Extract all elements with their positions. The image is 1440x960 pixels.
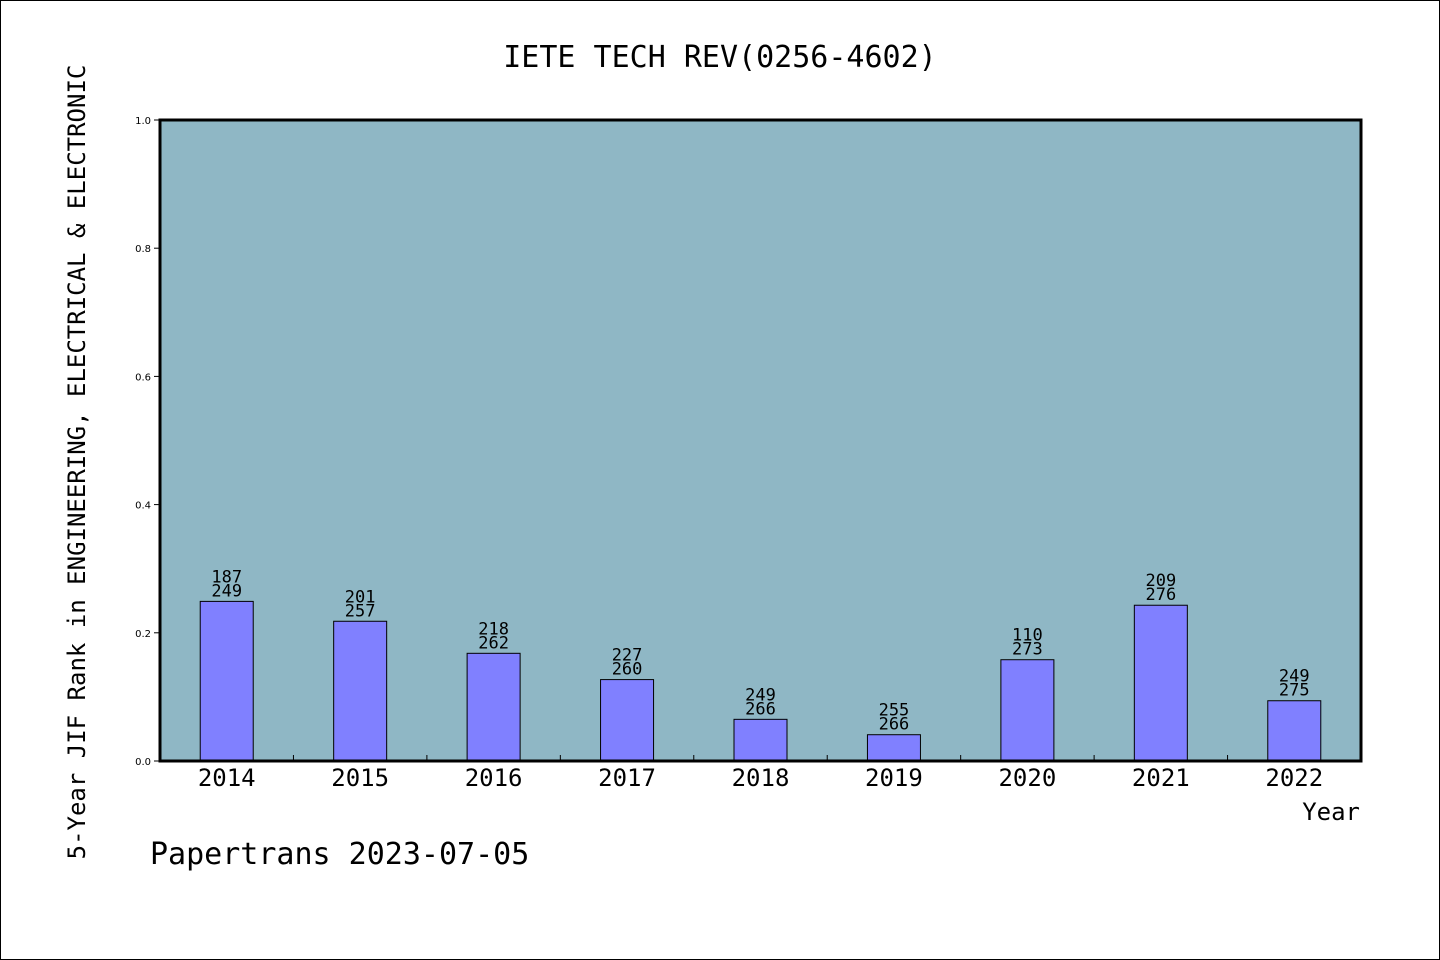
y-tick-label: 0.2 (135, 629, 151, 640)
bar-2022 (1267, 700, 1322, 762)
y-axis: 0.0 0.2 0.4 0.6 0.8 1.0 (135, 116, 160, 768)
bar-rank-label: 249 (1279, 667, 1310, 687)
bar-rank-label: 187 (211, 567, 242, 587)
bar-total-label: 249 (211, 581, 242, 601)
x-tick-label: 2014 (198, 764, 256, 792)
y-axis-label: 5-Year JIF Rank in ENGINEERING, ELECTRIC… (63, 65, 91, 860)
x-tick-label: 2018 (732, 764, 790, 792)
bar-2021 (1133, 604, 1188, 762)
bar-2016 (466, 652, 521, 762)
x-tick-label: 2019 (865, 764, 923, 792)
bar-2020 (1000, 659, 1055, 762)
bar-total-label: 262 (478, 633, 509, 653)
bar-rank-label: 249 (745, 685, 776, 705)
y-tick-label: 0.4 (135, 501, 151, 512)
bar-total-label: 260 (612, 660, 643, 680)
footer-credit: Papertrans 2023-07-05 (150, 837, 529, 872)
x-axis-label: Year (1302, 798, 1360, 826)
chart-title: IETE TECH REV(0256-4602) (503, 40, 936, 75)
x-tick-label: 2020 (998, 764, 1056, 792)
y-tick-label: 0.6 (135, 372, 151, 383)
bar-2017 (600, 679, 655, 762)
bar-2018 (733, 718, 788, 762)
bar-total-label: 257 (345, 601, 376, 621)
x-axis: 2014 2015 2016 2017 2018 2019 2020 2021 2022 (198, 755, 1323, 792)
bar-2014 (199, 600, 254, 762)
x-tick-label: 2015 (331, 764, 389, 792)
x-tick-label: 2021 (1132, 764, 1190, 792)
bar-rank-label: 209 (1145, 571, 1176, 591)
y-tick-label: 0.8 (135, 244, 151, 255)
bar-total-label: 275 (1279, 681, 1310, 701)
bar-total-label: 266 (745, 699, 776, 719)
bar-rank-label: 255 (879, 701, 910, 721)
y-tick-label: 1.0 (135, 116, 151, 127)
plot-border (158, 118, 1363, 763)
bar-2019 (866, 734, 921, 762)
bar-total-label: 273 (1012, 640, 1043, 660)
x-tick-label: 2022 (1265, 764, 1323, 792)
bar-total-label: 266 (879, 715, 910, 735)
bar-rank-label: 110 (1012, 626, 1043, 646)
y-tick-label: 0.0 (135, 757, 151, 768)
bar-rank-label: 227 (612, 646, 643, 666)
x-tick-label: 2017 (598, 764, 656, 792)
bar-rank-label: 201 (345, 587, 376, 607)
bar-total-label: 276 (1145, 585, 1176, 605)
bar-2015 (333, 620, 388, 762)
bar-rank-label: 218 (478, 619, 509, 639)
x-tick-label: 2016 (465, 764, 523, 792)
